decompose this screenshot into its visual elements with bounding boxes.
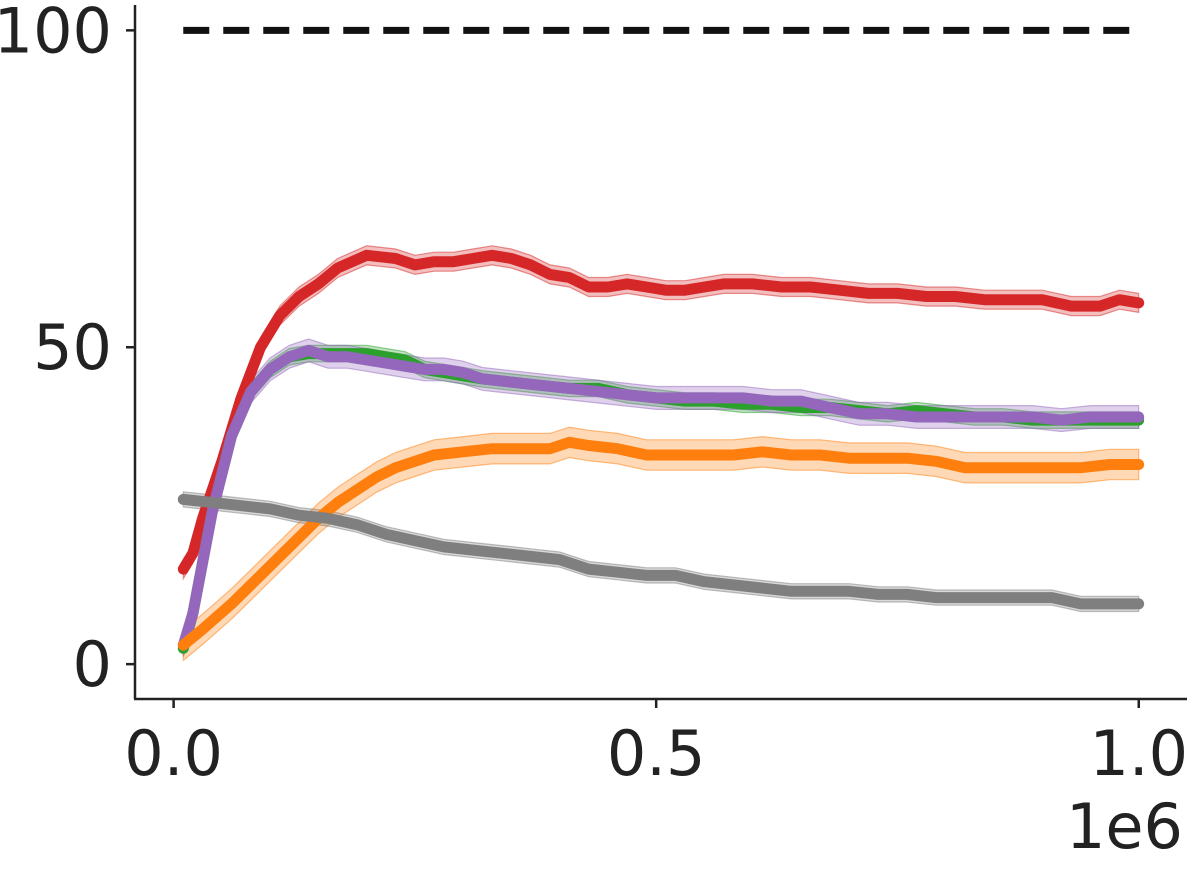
- y-tick-label-100: 100: [0, 0, 112, 67]
- x-offset-label: 1e6: [1066, 790, 1183, 863]
- series-4-band: [182, 426, 1140, 662]
- x-tick-label-2: 1.0: [1089, 717, 1188, 790]
- series-4-line: [177, 436, 1145, 651]
- series-lines: [177, 249, 1145, 654]
- series-1-line: [177, 249, 1145, 575]
- y-tick-label-50: 50: [33, 311, 112, 384]
- series-5-line: [177, 493, 1145, 610]
- tick-marks-and-labels: 0 50 100 0.0 0.5 1.0: [0, 0, 1188, 790]
- series-3-line: [177, 344, 1145, 651]
- x-tick-label-1: 0.5: [607, 717, 706, 790]
- y-tick-label-0: 0: [73, 628, 112, 701]
- series-1-band: [182, 245, 1140, 581]
- axes: [133, 5, 1187, 701]
- x-tick-label-0: 0.0: [124, 717, 223, 790]
